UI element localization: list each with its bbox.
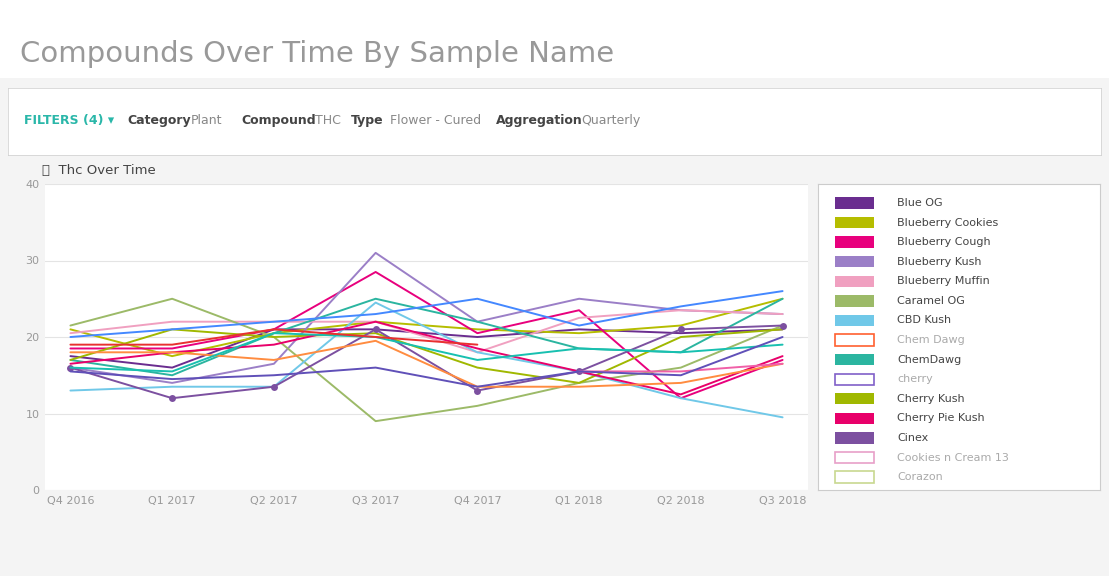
Text: Compounds Over Time By Sample Name: Compounds Over Time By Sample Name bbox=[20, 39, 614, 68]
Text: Blueberry Kush: Blueberry Kush bbox=[897, 257, 981, 267]
Text: Aggregation: Aggregation bbox=[496, 115, 582, 128]
Text: ChemDawg: ChemDawg bbox=[897, 355, 962, 365]
Text: Quarterly: Quarterly bbox=[581, 115, 640, 128]
Bar bbox=[835, 276, 874, 287]
Text: Cherry Pie Kush: Cherry Pie Kush bbox=[897, 413, 985, 423]
Text: ⓘ  Thc Over Time: ⓘ Thc Over Time bbox=[42, 163, 156, 176]
Bar bbox=[835, 315, 874, 326]
Bar bbox=[835, 393, 874, 405]
Text: Blue OG: Blue OG bbox=[897, 198, 943, 208]
Bar bbox=[835, 198, 874, 209]
Text: Cherry Kush: Cherry Kush bbox=[897, 394, 965, 404]
Text: Category: Category bbox=[128, 115, 191, 128]
Text: Blueberry Cookies: Blueberry Cookies bbox=[897, 218, 998, 228]
Text: Caramel OG: Caramel OG bbox=[897, 296, 965, 306]
Bar bbox=[835, 236, 874, 248]
Text: Blueberry Muffin: Blueberry Muffin bbox=[897, 276, 989, 286]
Text: Corazon: Corazon bbox=[897, 472, 943, 482]
Bar bbox=[835, 217, 874, 228]
Bar bbox=[835, 354, 874, 365]
Text: THC: THC bbox=[315, 115, 340, 128]
Bar bbox=[835, 373, 874, 385]
Text: Chem Dawg: Chem Dawg bbox=[897, 335, 965, 345]
Text: Cookies n Cream 13: Cookies n Cream 13 bbox=[897, 453, 1009, 463]
Bar bbox=[835, 413, 874, 424]
Bar bbox=[835, 256, 874, 268]
Bar bbox=[835, 432, 874, 444]
Bar bbox=[835, 335, 874, 346]
Text: Cinex: Cinex bbox=[897, 433, 928, 443]
Text: cherry: cherry bbox=[897, 374, 933, 384]
Bar bbox=[835, 295, 874, 306]
Text: Flower - Cured: Flower - Cured bbox=[390, 115, 481, 128]
Bar bbox=[835, 472, 874, 483]
Text: CBD Kush: CBD Kush bbox=[897, 316, 952, 326]
Text: Blueberry Cough: Blueberry Cough bbox=[897, 237, 990, 247]
Bar bbox=[835, 452, 874, 463]
Text: Type: Type bbox=[350, 115, 383, 128]
Text: Compound: Compound bbox=[242, 115, 316, 128]
Text: FILTERS (4) ▾: FILTERS (4) ▾ bbox=[24, 115, 114, 128]
Text: Plant: Plant bbox=[191, 115, 222, 128]
